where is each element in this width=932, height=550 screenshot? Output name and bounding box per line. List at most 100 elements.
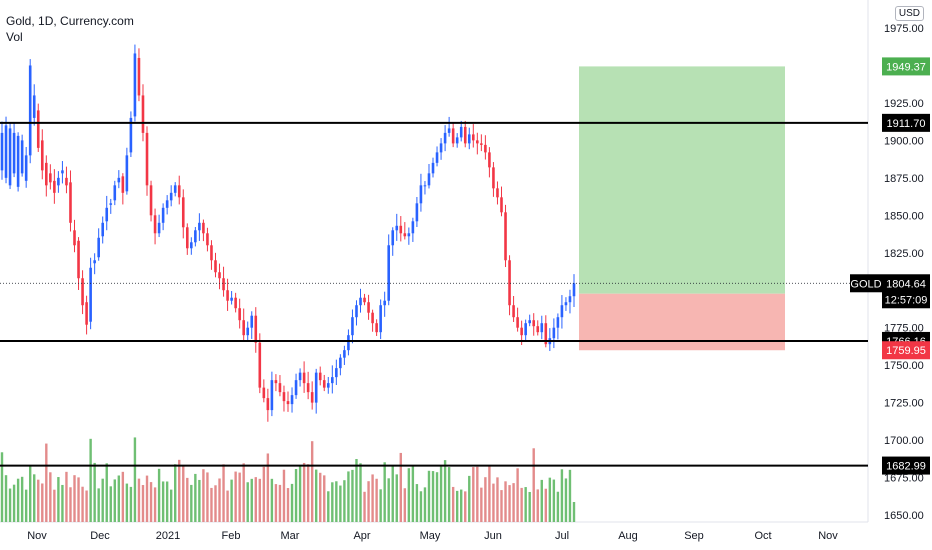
level-price-label-bg xyxy=(882,113,930,132)
volume-bar xyxy=(355,458,358,522)
candle-body xyxy=(302,372,306,384)
volume-bar xyxy=(508,485,511,522)
volume-bar xyxy=(512,483,515,522)
volume-bar xyxy=(528,491,531,522)
candle-body xyxy=(153,215,157,234)
volume-bar xyxy=(202,469,205,522)
volume-bar xyxy=(560,469,564,522)
volume-bar xyxy=(186,477,189,522)
volume-bar xyxy=(323,475,326,522)
volume-bar xyxy=(270,478,274,522)
volume-bar xyxy=(49,472,52,522)
candle-body xyxy=(61,170,64,174)
candle-body xyxy=(210,245,213,261)
volume-bar xyxy=(194,473,197,522)
symbol-title[interactable]: Gold, 1D, Currency.com xyxy=(6,14,134,28)
volume-bar xyxy=(282,469,286,522)
candle-body xyxy=(49,173,52,183)
x-tick-label: May xyxy=(420,530,441,542)
candle-body xyxy=(379,305,382,333)
volume-indicator-label[interactable]: Vol xyxy=(6,30,23,44)
volume-bar xyxy=(327,491,330,522)
candle-body xyxy=(202,222,205,234)
candle-body xyxy=(105,207,109,222)
volume-bar xyxy=(101,478,104,522)
x-tick-label: Oct xyxy=(754,530,771,542)
candle-body xyxy=(258,342,262,388)
candle-body xyxy=(109,203,113,205)
y-tick-label: 1850.00 xyxy=(884,210,924,222)
volume-bar xyxy=(536,489,539,522)
x-tick-label: Feb xyxy=(222,530,241,542)
y-tick-label: 1725.00 xyxy=(884,398,924,410)
candle-body xyxy=(77,240,80,279)
volume-bar xyxy=(387,478,390,522)
level-price-label: 1682.99 xyxy=(886,461,926,473)
y-tick-label: 1900.00 xyxy=(884,135,924,147)
volume-bar xyxy=(274,484,278,522)
volume-bar xyxy=(149,482,153,522)
volume-bar xyxy=(57,477,60,522)
candle-body xyxy=(226,290,229,301)
volume-bar xyxy=(37,479,40,522)
candle-body xyxy=(528,320,531,324)
candle-body xyxy=(500,197,503,213)
candle-body xyxy=(89,267,92,322)
volume-bar xyxy=(117,475,121,522)
candle-body xyxy=(407,233,411,237)
candle-body xyxy=(73,230,76,246)
volume-bar xyxy=(169,489,173,522)
volume-bar xyxy=(298,466,302,522)
volume-bar xyxy=(351,469,354,522)
candle-body xyxy=(36,110,40,148)
candle-body xyxy=(290,395,294,405)
volume-bar xyxy=(230,479,233,522)
candle-body xyxy=(222,278,225,291)
level-price-label: 1911.70 xyxy=(887,118,926,130)
volume-bar xyxy=(532,448,535,522)
symbol-tag: GOLD xyxy=(850,278,881,290)
volume-bar xyxy=(306,464,310,522)
volume-bar xyxy=(391,465,394,522)
candle-body xyxy=(262,387,266,399)
candle-body xyxy=(435,152,439,163)
volume-bar xyxy=(488,465,491,522)
candle-body xyxy=(492,167,495,189)
volume-bar xyxy=(258,478,262,522)
volume-bar xyxy=(496,477,499,522)
candle-body xyxy=(459,126,463,138)
currency-badge[interactable]: USD xyxy=(894,6,924,21)
candle-body xyxy=(198,222,201,231)
candle-body xyxy=(572,283,576,297)
volume-bar xyxy=(4,475,8,522)
volume-bar xyxy=(524,487,527,522)
x-tick-label: Apr xyxy=(353,530,370,542)
volume-bar xyxy=(476,466,479,522)
candle-body xyxy=(480,143,483,145)
candle-body xyxy=(343,350,346,358)
volume-bar xyxy=(455,490,459,522)
volume-bar xyxy=(250,478,253,522)
candle-body xyxy=(443,132,447,144)
candle-body xyxy=(298,372,302,381)
candle-body xyxy=(439,143,443,153)
candle-body xyxy=(488,152,491,168)
candle-body xyxy=(403,233,407,237)
volume-bar xyxy=(53,489,56,522)
candle-body xyxy=(383,300,386,306)
candle-body xyxy=(484,144,487,153)
volume-bar xyxy=(540,479,543,522)
candle-body xyxy=(194,230,197,243)
volume-bar xyxy=(500,490,503,522)
volume-bar xyxy=(226,490,229,522)
y-tick-label: 1875.00 xyxy=(884,173,924,185)
volume-bar xyxy=(12,484,16,522)
x-tick-label: Aug xyxy=(618,530,638,542)
symbol-tag-bg xyxy=(850,274,882,293)
volume-bar xyxy=(331,482,334,522)
volume-bar xyxy=(443,460,447,522)
candle-body xyxy=(16,135,20,187)
x-tick-label: Mar xyxy=(281,530,300,542)
